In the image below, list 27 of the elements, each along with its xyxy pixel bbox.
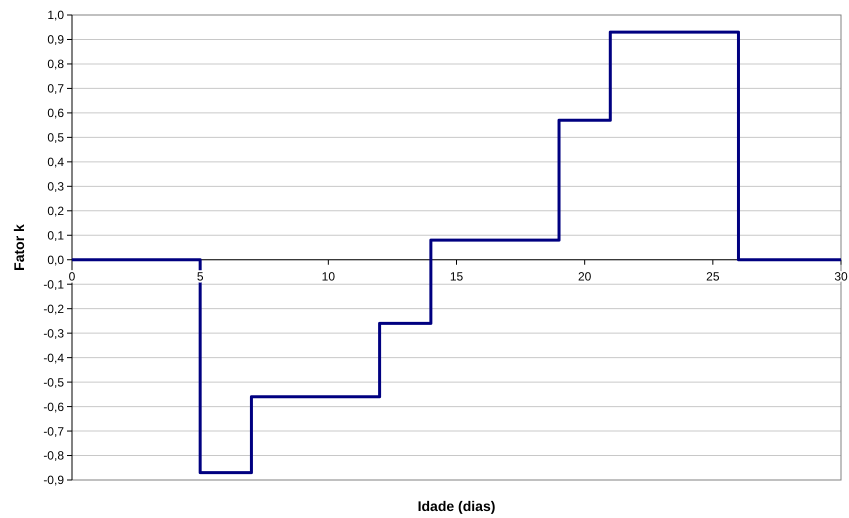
y-tick-label: 0,2 xyxy=(47,204,64,218)
x-tick-label: 20 xyxy=(578,270,592,284)
y-tick-label: 0,9 xyxy=(47,32,64,47)
y-tick-label: -0,5 xyxy=(43,375,64,390)
y-tick-label: -0,2 xyxy=(43,302,64,316)
y-tick-label: 0,0 xyxy=(47,252,64,267)
y-tick-label: 0,4 xyxy=(47,155,64,170)
y-tick-label: -0,4 xyxy=(43,350,64,365)
y-tick-label: 0,7 xyxy=(47,82,64,96)
y-tick-label: 0,6 xyxy=(47,106,64,120)
y-tick-label: -0,6 xyxy=(43,400,64,414)
y-tick-label: -0,9 xyxy=(43,473,64,488)
y-tick-label: 0,1 xyxy=(47,228,64,242)
x-tick-label: 15 xyxy=(450,270,464,284)
x-tick-label: 30 xyxy=(834,270,848,284)
x-axis-title: Idade (dias) xyxy=(418,498,496,514)
y-tick-label: 0,3 xyxy=(47,180,64,194)
y-tick-label: 0,8 xyxy=(47,57,64,72)
x-tick-label: 10 xyxy=(322,270,336,284)
x-tick-label: 25 xyxy=(706,270,720,284)
y-tick-label: -0,7 xyxy=(43,424,64,438)
y-axis-title: Fator k xyxy=(11,224,27,271)
y-tick-label: 1,0 xyxy=(47,8,64,22)
y-tick-label: -0,1 xyxy=(43,277,64,292)
y-tick-label: -0,8 xyxy=(43,448,64,463)
y-tick-label: -0,3 xyxy=(43,326,64,340)
y-tick-label: 0,5 xyxy=(47,130,64,145)
